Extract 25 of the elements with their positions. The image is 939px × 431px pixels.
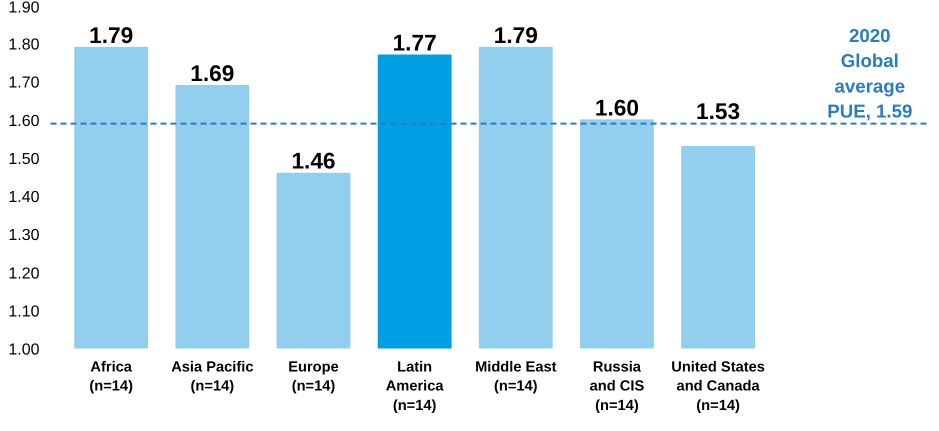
- y-tick-label: 1.30: [8, 227, 40, 244]
- x-tick-label: Middle East (n=14): [475, 360, 557, 395]
- data-label: 1.77: [392, 29, 437, 56]
- y-tick-label: 1.20: [8, 265, 40, 282]
- data-label: 1.79: [89, 22, 134, 48]
- data-label: 1.60: [594, 94, 639, 120]
- y-tick-label: 1.60: [8, 112, 40, 130]
- data-label: 1.69: [190, 60, 234, 86]
- y-tick-label: 1.10: [8, 303, 40, 320]
- x-tick-label: Latin America (n=14): [386, 360, 444, 414]
- y-tick-label: 1.40: [8, 189, 40, 206]
- y-tick-label: 1.70: [8, 74, 40, 92]
- data-label: 1.46: [291, 148, 336, 174]
- data-label: 1.79: [494, 22, 538, 48]
- x-tick-label: United States and Canada (n=14): [671, 360, 765, 414]
- x-tick-label: Russia and CIS (n=14): [590, 360, 644, 414]
- ref-line-label: 2020 Global average PUE, 1.59: [827, 25, 912, 122]
- data-label: 1.53: [696, 98, 740, 124]
- y-tick-label: 1.50: [8, 150, 40, 168]
- x-tick-label: Asia Pacific (n=14): [171, 360, 254, 395]
- y-tick-label: 1.90: [8, 0, 40, 16]
- x-tick-label: Africa (n=14): [89, 360, 134, 395]
- y-tick-label: 1.80: [8, 36, 40, 54]
- x-tick-label: Europe (n=14): [288, 360, 339, 395]
- y-tick-label: 1.00: [8, 342, 40, 358]
